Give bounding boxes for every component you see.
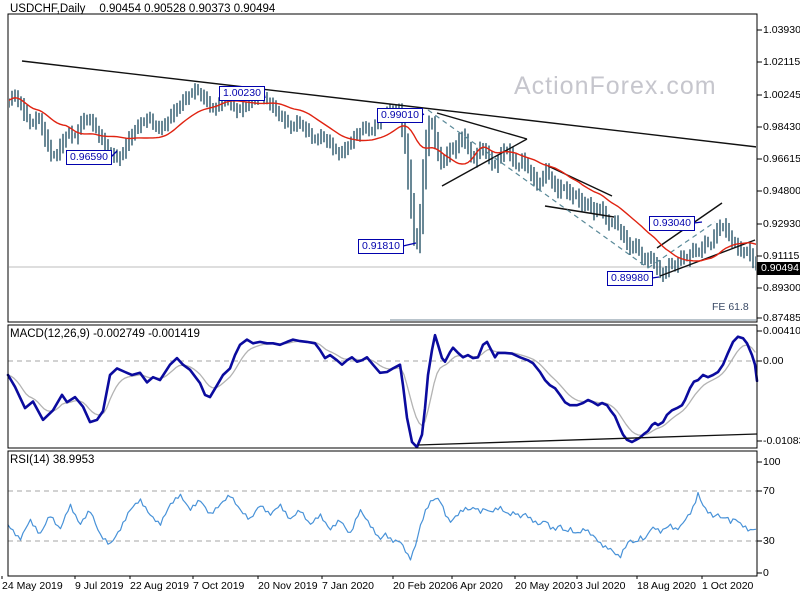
chart-title: USDCHF,Daily 0.90454 0.90528 0.90373 0.90… <box>10 3 275 15</box>
symbol-timeframe-label: USDCHF,Daily <box>10 3 86 15</box>
watermark: ActionForex.com <box>514 72 717 100</box>
ohlc-values: 0.90454 0.90528 0.90373 0.90494 <box>99 3 276 15</box>
